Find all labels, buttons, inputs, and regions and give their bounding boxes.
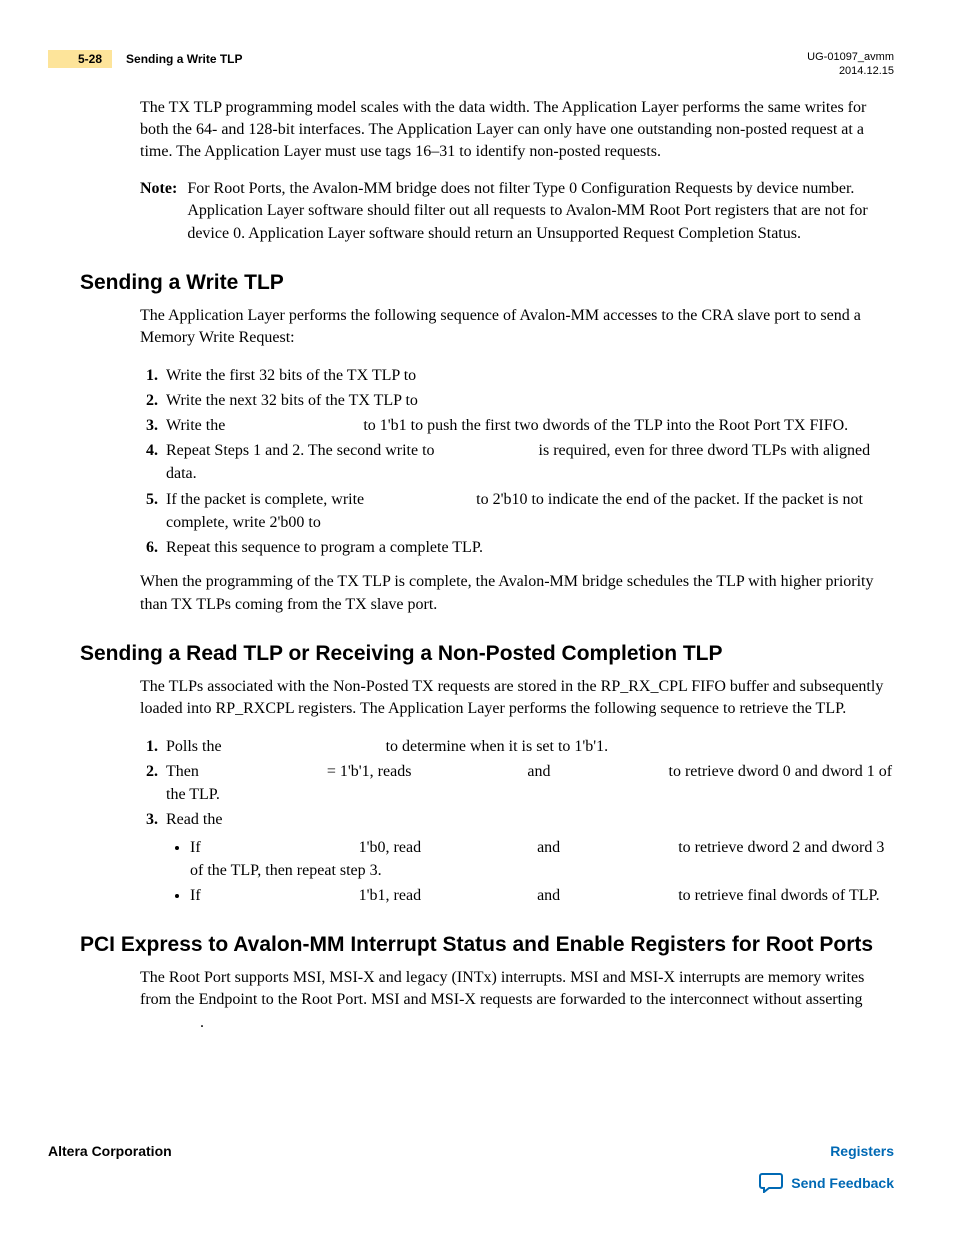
note-body: For Root Ports, the Avalon-MM bridge doe… xyxy=(185,178,894,245)
sec1-step-1: Write the first 32 bits of the TX TLP to xyxy=(162,364,894,387)
sec3-paragraph: The Root Port supports MSI, MSI‑X and le… xyxy=(140,967,894,1034)
footer-chapter-link[interactable]: Registers xyxy=(830,1143,894,1159)
section-2-body: The TLPs associated with the Non-Posted … xyxy=(48,676,894,907)
section-1-body: The Application Layer performs the follo… xyxy=(48,305,894,616)
sec1-step-3: Write the to 1'b1 to push the first two … xyxy=(162,414,894,437)
sec2-step-1: Polls the to determine when it is set to… xyxy=(162,735,894,758)
section-heading-interrupt: PCI Express to Avalon-MM Interrupt Statu… xyxy=(48,933,894,957)
speech-bubble-icon xyxy=(759,1173,783,1193)
send-feedback-label: Send Feedback xyxy=(791,1175,894,1191)
footer-row: Altera Corporation Registers xyxy=(48,1143,894,1159)
send-feedback-link[interactable]: Send Feedback xyxy=(48,1173,894,1193)
doc-date: 2014.12.15 xyxy=(807,64,894,78)
section-heading-read-tlp: Sending a Read TLP or Receiving a Non-Po… xyxy=(48,642,894,666)
sec1-steps: Write the first 32 bits of the TX TLP to… xyxy=(140,364,894,560)
sec1-lead: The Application Layer performs the follo… xyxy=(140,305,894,350)
footer-corp: Altera Corporation xyxy=(48,1143,172,1159)
sec1-tail: When the programming of the TX TLP is co… xyxy=(140,571,894,616)
sec2-lead: The TLPs associated with the Non-Posted … xyxy=(140,676,894,721)
intro-block: The TX TLP programming model scales with… xyxy=(48,97,894,245)
page: 5-28 Sending a Write TLP UG-01097_avmm 2… xyxy=(0,0,954,1235)
sec2-substeps: If 1'b0, read and to retrieve dword 2 an… xyxy=(166,836,894,908)
header-right: UG-01097_avmm 2014.12.15 xyxy=(807,50,894,79)
sec2-steps: Polls the to determine when it is set to… xyxy=(140,735,894,907)
sec1-step-5: If the packet is complete, write to 2'b1… xyxy=(162,488,894,534)
note-label: Note: xyxy=(140,178,177,245)
doc-id: UG-01097_avmm xyxy=(807,50,894,64)
page-number-badge: 5-28 xyxy=(48,50,112,68)
section-heading-write-tlp: Sending a Write TLP xyxy=(48,271,894,295)
sec2-step-3: Read the If 1'b0, read and to retrieve d… xyxy=(162,808,894,907)
sec1-step-2: Write the next 32 bits of the TX TLP to xyxy=(162,389,894,412)
page-footer: Altera Corporation Registers Send Feedba… xyxy=(48,1143,894,1193)
header-left: 5-28 Sending a Write TLP xyxy=(48,50,243,68)
page-header: 5-28 Sending a Write TLP UG-01097_avmm 2… xyxy=(48,50,894,79)
running-title: Sending a Write TLP xyxy=(126,52,242,66)
sec2-sub-2: If 1'b1, read and to retrieve final dwor… xyxy=(190,884,894,907)
intro-paragraph: The TX TLP programming model scales with… xyxy=(140,97,894,164)
note-block: Note: For Root Ports, the Avalon-MM brid… xyxy=(140,178,894,245)
section-3-body: The Root Port supports MSI, MSI‑X and le… xyxy=(48,967,894,1034)
sec1-step-6: Repeat this sequence to program a comple… xyxy=(162,536,894,559)
sec2-sub-1: If 1'b0, read and to retrieve dword 2 an… xyxy=(190,836,894,882)
sec1-step-4: Repeat Steps 1 and 2. The second write t… xyxy=(162,439,894,485)
sec2-step-2: Then = 1'b'1, reads and to retrieve dwor… xyxy=(162,760,894,806)
